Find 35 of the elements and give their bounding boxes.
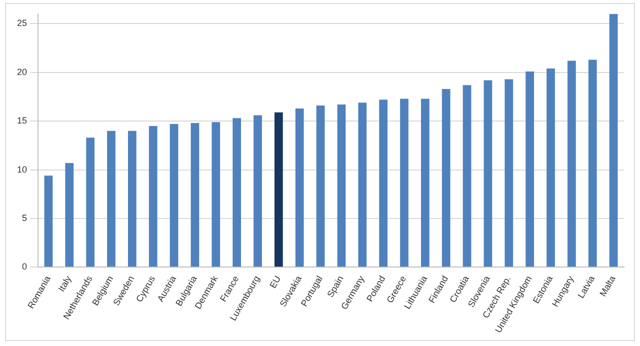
bar	[504, 79, 514, 267]
bar	[442, 88, 450, 267]
x-tick-label: EU	[268, 274, 283, 290]
y-tick-label: 20	[16, 66, 28, 77]
bar	[400, 98, 408, 267]
bar	[546, 68, 555, 267]
bar	[588, 60, 597, 267]
bar	[107, 130, 116, 267]
y-tick-label: 5	[22, 212, 28, 223]
bar	[148, 126, 158, 267]
bar	[379, 100, 388, 267]
bar	[358, 102, 367, 267]
bar	[295, 108, 304, 267]
bar	[232, 118, 242, 267]
bar	[420, 98, 430, 267]
bar	[462, 85, 472, 267]
y-tick-label: 10	[16, 164, 28, 174]
bar	[316, 106, 325, 267]
bar	[65, 162, 74, 267]
bar	[86, 138, 95, 267]
bar	[526, 71, 534, 267]
bar	[254, 115, 262, 267]
bar	[170, 124, 178, 267]
bar	[609, 14, 618, 267]
bar	[190, 123, 200, 267]
bar	[212, 122, 220, 267]
y-tick-label: 0	[22, 262, 28, 272]
bar	[337, 104, 346, 267]
y-tick-label: 25	[16, 18, 28, 28]
y-tick-label: 15	[16, 116, 28, 126]
bar	[567, 60, 576, 267]
bar	[128, 130, 136, 267]
bar	[484, 80, 492, 267]
bar	[274, 112, 283, 267]
bar	[44, 176, 53, 267]
